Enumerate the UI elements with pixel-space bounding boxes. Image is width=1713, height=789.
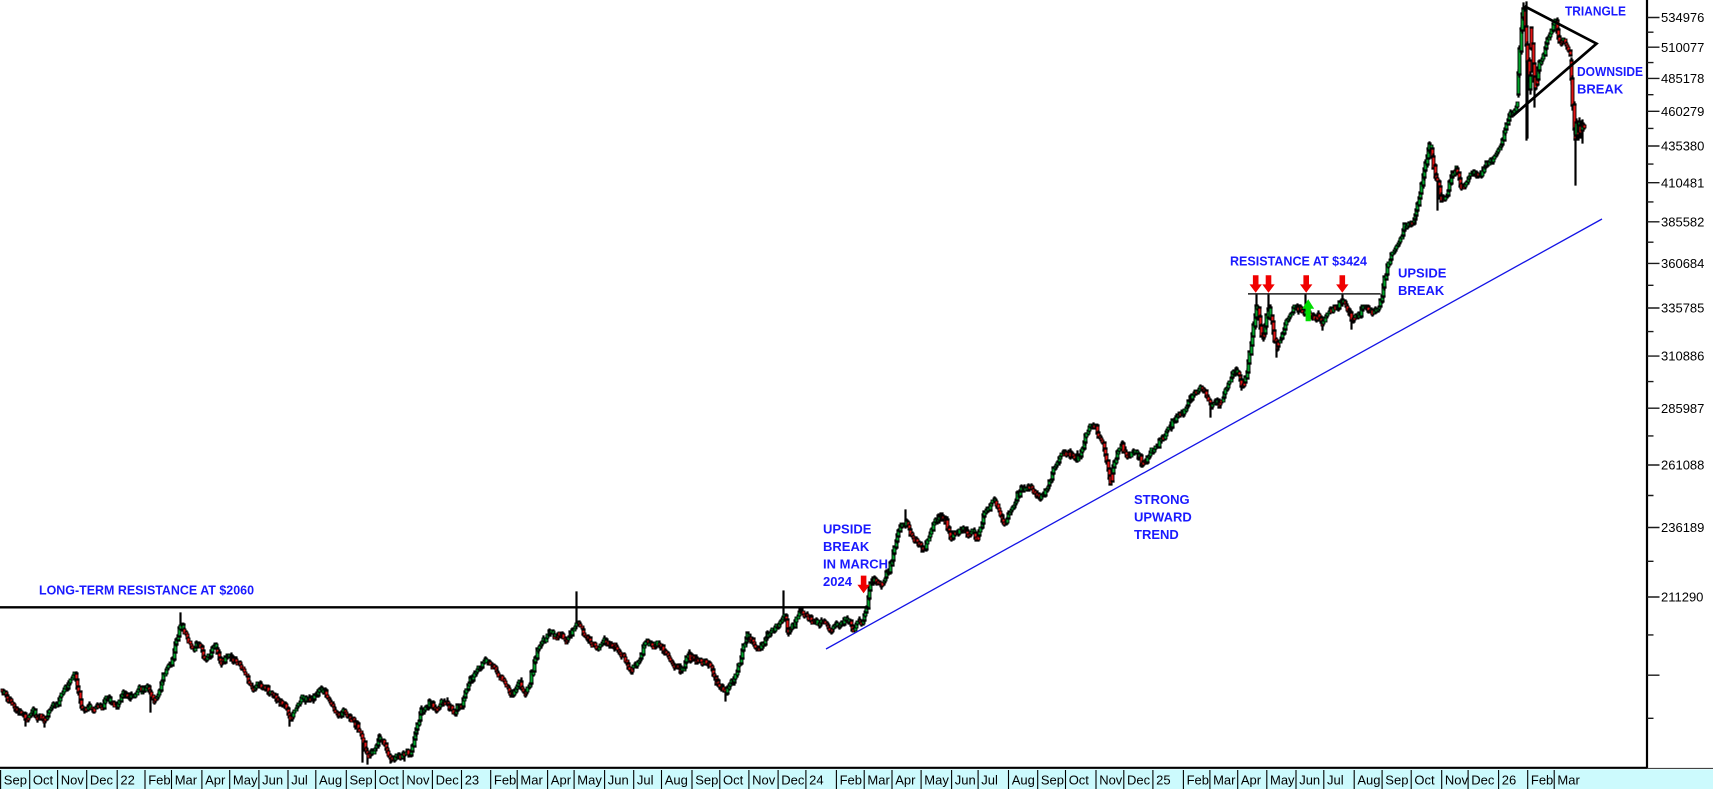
svg-text:24: 24 [809,772,823,787]
svg-text:Dec: Dec [1471,772,1495,787]
svg-text:Apr: Apr [1241,772,1262,787]
svg-text:IN MARCH: IN MARCH [823,557,888,572]
svg-text:Oct: Oct [379,772,400,787]
svg-text:460279: 460279 [1661,104,1704,119]
svg-text:Dec: Dec [436,772,460,787]
svg-text:2024: 2024 [823,574,853,589]
svg-text:Nov: Nov [1099,772,1123,787]
svg-text:Jun: Jun [1299,772,1320,787]
svg-text:Nov: Nov [752,772,776,787]
svg-text:Jul: Jul [291,772,308,787]
svg-text:UPWARD: UPWARD [1134,510,1192,525]
svg-text:TRIANGLE: TRIANGLE [1565,4,1626,19]
svg-text:Sep: Sep [350,772,373,787]
svg-text:Apr: Apr [551,772,572,787]
svg-text:Oct: Oct [723,772,744,787]
svg-text:435380: 435380 [1661,139,1704,154]
svg-text:Sep: Sep [4,772,27,787]
svg-text:BREAK: BREAK [1577,82,1624,97]
svg-text:Jun: Jun [262,772,283,787]
svg-text:LONG-TERM RESISTANCE AT $2060: LONG-TERM RESISTANCE AT $2060 [39,583,254,598]
svg-text:211290: 211290 [1661,590,1703,605]
svg-text:TREND: TREND [1134,527,1179,542]
svg-text:Mar: Mar [1213,772,1236,787]
svg-text:May: May [1270,772,1295,787]
svg-text:335785: 335785 [1661,301,1704,316]
svg-text:Nov: Nov [406,772,430,787]
svg-text:Mar: Mar [1557,772,1580,787]
svg-text:Oct: Oct [33,772,54,787]
svg-text:285987: 285987 [1661,401,1704,416]
svg-text:Mar: Mar [867,772,890,787]
svg-text:485178: 485178 [1661,71,1704,86]
svg-text:STRONG: STRONG [1134,492,1190,507]
svg-text:385582: 385582 [1661,214,1704,229]
svg-text:Apr: Apr [895,772,916,787]
svg-text:Dec: Dec [781,772,805,787]
svg-text:Sep: Sep [695,772,718,787]
svg-text:BREAK: BREAK [1398,283,1445,298]
svg-text:Jul: Jul [637,772,654,787]
svg-text:Sep: Sep [1385,772,1408,787]
svg-text:Apr: Apr [205,772,226,787]
svg-text:DOWNSIDE: DOWNSIDE [1577,64,1643,79]
svg-text:Feb: Feb [1187,772,1209,787]
svg-text:Dec: Dec [90,772,114,787]
svg-text:May: May [233,772,258,787]
svg-text:22: 22 [120,772,134,787]
svg-text:Feb: Feb [1531,772,1553,787]
svg-text:534976: 534976 [1661,10,1704,25]
svg-text:Mar: Mar [520,772,543,787]
svg-text:360684: 360684 [1661,256,1704,271]
svg-text:23: 23 [465,772,479,787]
svg-text:Mar: Mar [175,772,198,787]
svg-text:Dec: Dec [1127,772,1151,787]
svg-text:Nov: Nov [1445,772,1469,787]
svg-text:310886: 310886 [1661,349,1704,364]
svg-text:Aug: Aug [665,772,688,787]
svg-text:410481: 410481 [1661,175,1704,190]
svg-text:Nov: Nov [61,772,85,787]
svg-text:UPSIDE: UPSIDE [1398,265,1447,280]
svg-text:Jun: Jun [955,772,976,787]
svg-text:Feb: Feb [494,772,516,787]
svg-text:Jun: Jun [608,772,629,787]
svg-text:Oct: Oct [1069,772,1090,787]
svg-text:510077: 510077 [1661,40,1704,55]
svg-text:May: May [924,772,949,787]
svg-text:Jul: Jul [981,772,998,787]
svg-text:UPSIDE: UPSIDE [823,522,872,537]
svg-text:RESISTANCE AT $3424: RESISTANCE AT $3424 [1230,253,1368,268]
svg-text:Sep: Sep [1041,772,1064,787]
svg-text:Oct: Oct [1414,772,1435,787]
svg-text:Feb: Feb [840,772,862,787]
svg-text:Aug: Aug [1012,772,1035,787]
svg-text:26: 26 [1502,772,1516,787]
svg-text:261088: 261088 [1661,458,1704,473]
svg-text:236189: 236189 [1661,520,1704,535]
svg-text:25: 25 [1156,772,1170,787]
svg-text:Jul: Jul [1327,772,1344,787]
svg-text:BREAK: BREAK [823,539,870,554]
svg-text:Aug: Aug [1357,772,1380,787]
svg-text:Aug: Aug [319,772,342,787]
svg-text:Feb: Feb [148,772,170,787]
svg-text:May: May [577,772,602,787]
